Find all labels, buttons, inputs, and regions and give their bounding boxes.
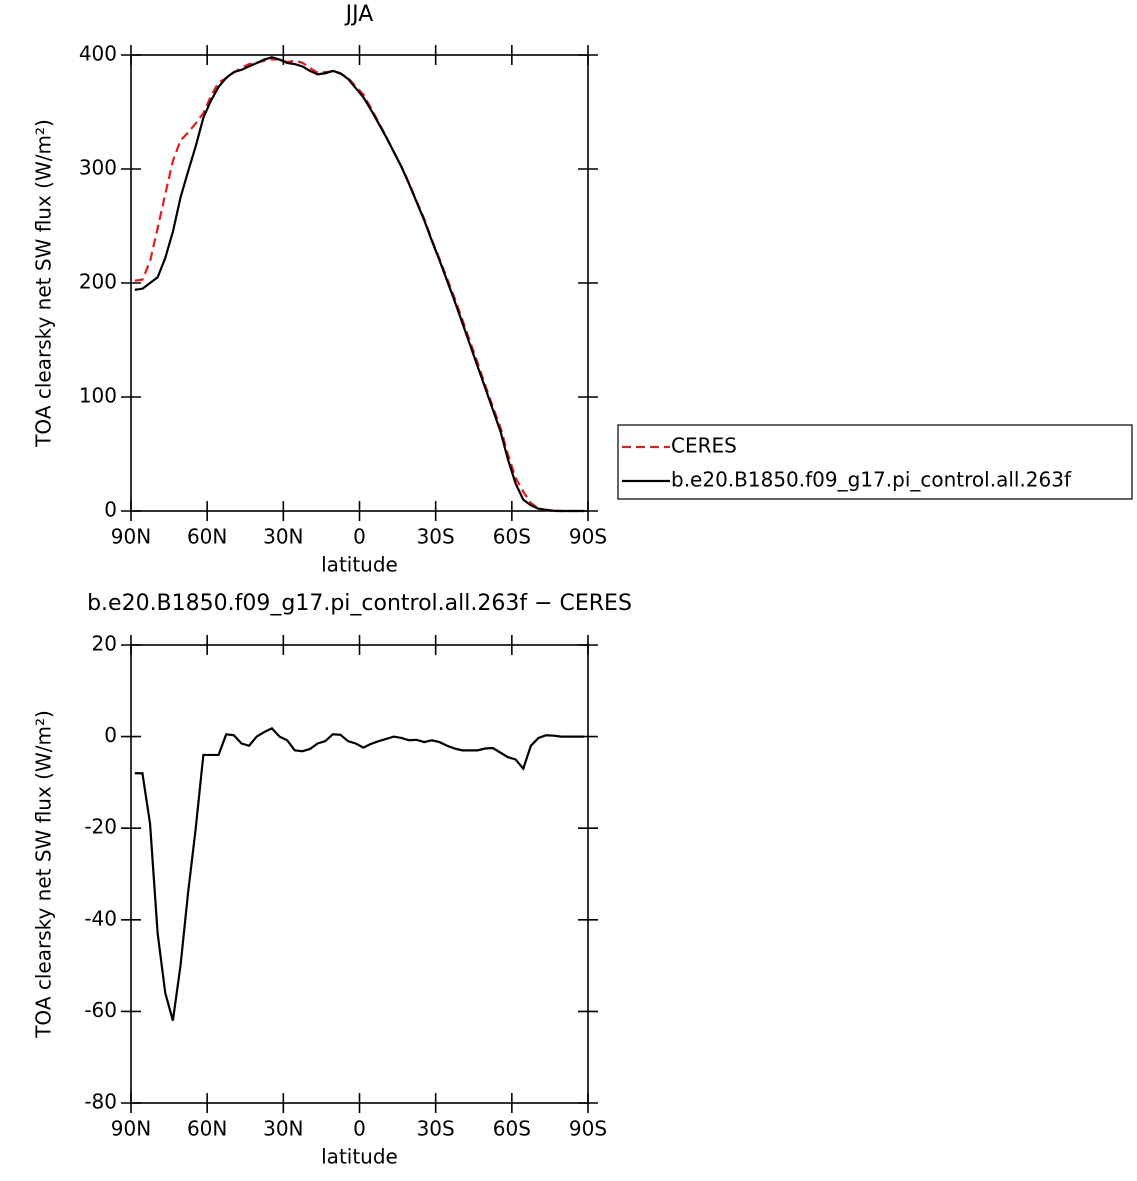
y-tick-label: 0 xyxy=(104,498,117,522)
data-line xyxy=(134,727,585,1021)
x-tick-label: 30S xyxy=(417,1117,455,1141)
y-tick-label: 300 xyxy=(79,156,117,180)
legend-label: b.e20.B1850.f09_g17.pi_control.all.263f xyxy=(671,468,1072,492)
x-tick-label: 90S xyxy=(569,1117,607,1141)
x-axis-label: latitude xyxy=(321,1145,398,1169)
y-tick-label: 0 xyxy=(104,723,117,747)
plot-frame xyxy=(130,644,589,1104)
y-tick-label: -40 xyxy=(84,906,117,930)
y-tick-label: 20 xyxy=(92,632,117,656)
x-tick-label: 30S xyxy=(417,525,455,549)
x-tick-label: 60S xyxy=(493,525,531,549)
y-tick-label: -20 xyxy=(84,815,117,839)
y-axis-label: TOA clearsky net SW flux (W/m²) xyxy=(32,710,56,1039)
x-axis-label: latitude xyxy=(321,553,398,577)
data-line xyxy=(134,58,585,513)
x-tick-label: 60S xyxy=(493,1117,531,1141)
y-tick-label: 400 xyxy=(79,42,117,66)
legend-box xyxy=(617,424,1133,500)
y-tick-label: -60 xyxy=(84,998,117,1022)
x-tick-label: 60N xyxy=(187,525,227,549)
data-line xyxy=(134,56,585,513)
chart-title: JJA xyxy=(344,2,374,27)
chart-title: b.e20.B1850.f09_g17.pi_control.all.263f … xyxy=(87,591,632,616)
x-tick-label: 90N xyxy=(111,1117,151,1141)
x-tick-label: 30N xyxy=(263,1117,303,1141)
y-tick-label: 200 xyxy=(79,270,117,294)
y-tick-label: 100 xyxy=(79,384,117,408)
y-tick-label: -80 xyxy=(84,1090,117,1114)
x-tick-label: 0 xyxy=(353,1117,366,1141)
y-axis-label: TOA clearsky net SW flux (W/m²) xyxy=(32,119,56,448)
x-tick-label: 30N xyxy=(263,525,303,549)
legend-label: CERES xyxy=(671,434,737,458)
x-tick-label: 90S xyxy=(569,525,607,549)
x-tick-label: 60N xyxy=(187,1117,227,1141)
x-tick-label: 90N xyxy=(111,525,151,549)
x-tick-label: 0 xyxy=(353,525,366,549)
plot-frame xyxy=(130,54,589,512)
